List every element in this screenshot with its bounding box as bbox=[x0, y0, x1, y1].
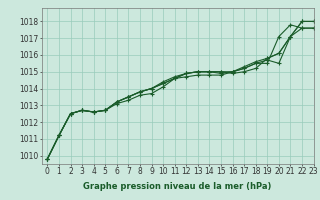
X-axis label: Graphe pression niveau de la mer (hPa): Graphe pression niveau de la mer (hPa) bbox=[84, 182, 272, 191]
